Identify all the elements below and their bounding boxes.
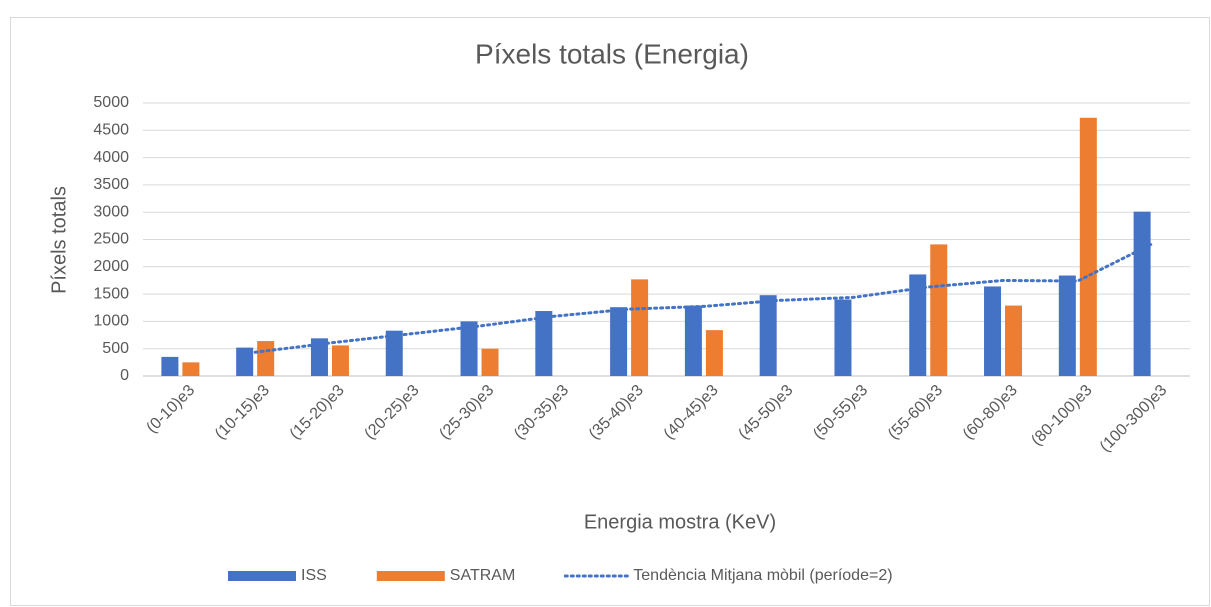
x-axis-title: Energia mostra (KeV) — [584, 511, 776, 533]
bar — [331, 345, 349, 376]
bar — [631, 279, 649, 376]
legend-label: ISS — [301, 567, 327, 584]
bar — [705, 330, 723, 376]
bar — [310, 338, 328, 376]
y-tick-label: 4000 — [93, 149, 129, 166]
bar — [385, 330, 403, 376]
bar — [834, 299, 852, 376]
y-tick-label: 2000 — [93, 258, 129, 275]
bar — [535, 311, 553, 376]
bar — [1058, 275, 1076, 376]
y-tick-label: 1000 — [93, 313, 129, 330]
y-axis-title: Píxels totals — [48, 186, 70, 294]
legend-label: SATRAM — [450, 567, 515, 584]
legend-swatch — [376, 571, 445, 581]
legend-label: Tendència Mitjana mòbil (període=2) — [633, 567, 892, 584]
y-tick-label: 5000 — [93, 94, 129, 111]
legend-swatch — [228, 571, 296, 581]
bar — [930, 244, 948, 376]
trend-line — [253, 242, 1155, 354]
bar — [1005, 305, 1023, 376]
bar — [684, 305, 702, 376]
bar — [460, 321, 478, 376]
y-tick-label: 500 — [102, 340, 129, 357]
y-tick-label: 3500 — [93, 176, 129, 193]
y-tick-label: 4500 — [93, 122, 129, 139]
bar — [909, 274, 927, 376]
y-tick-label: 1500 — [93, 285, 129, 302]
bar — [236, 347, 254, 376]
y-tick-label: 3000 — [93, 203, 129, 220]
chart-title: Píxels totals (Energia) — [475, 38, 749, 69]
bar — [1133, 211, 1151, 376]
bar — [257, 341, 275, 376]
bar — [1079, 117, 1097, 376]
bar — [984, 286, 1002, 376]
bar — [759, 295, 777, 376]
bar — [182, 362, 200, 376]
bar — [610, 307, 628, 376]
bar — [481, 348, 499, 376]
y-tick-label: 2500 — [93, 231, 129, 248]
bar — [161, 356, 179, 376]
y-tick-label: 0 — [120, 367, 129, 384]
